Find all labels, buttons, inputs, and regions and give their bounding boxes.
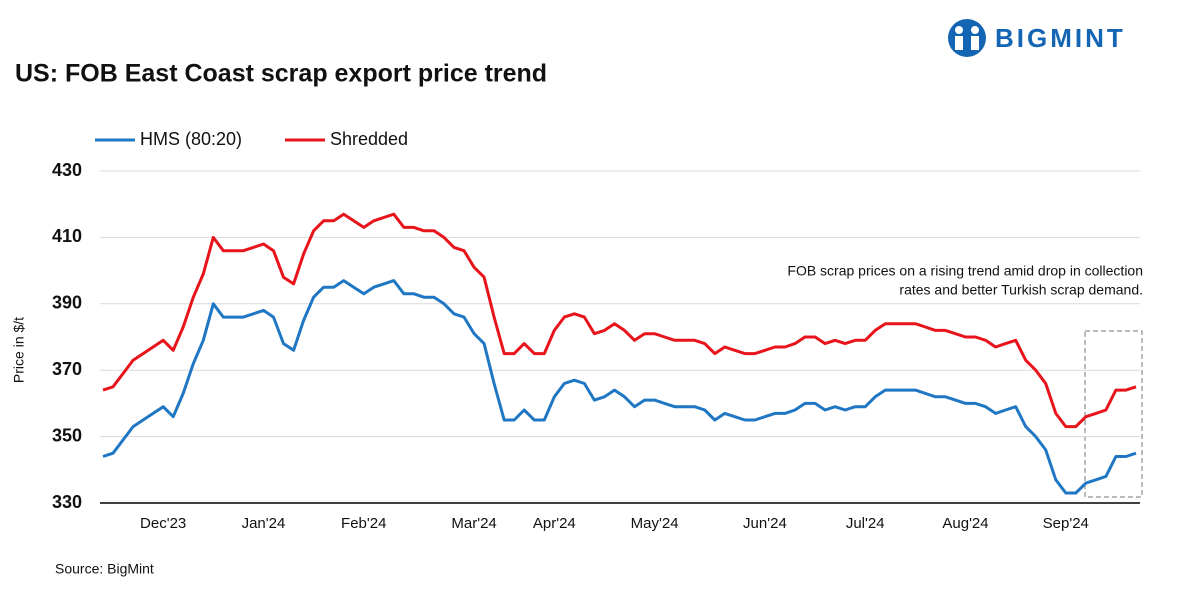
logo-icon xyxy=(948,19,986,57)
x-tick-label: Aug'24 xyxy=(942,515,988,532)
chart-title: US: FOB East Coast scrap export price tr… xyxy=(15,60,547,88)
x-tick-label: Sep'24 xyxy=(1043,515,1089,532)
x-tick-label: Jun'24 xyxy=(743,515,787,532)
logo: BIGMINT xyxy=(995,23,1126,53)
x-tick-label: Dec'23 xyxy=(140,515,186,532)
x-tick-label: Mar'24 xyxy=(451,515,496,532)
x-tick-label: Feb'24 xyxy=(341,515,386,532)
x-tick-label: Apr'24 xyxy=(533,515,576,532)
y-tick-label: 390 xyxy=(52,293,82,313)
x-tick-label: Jul'24 xyxy=(846,515,885,532)
highlight-box xyxy=(1084,330,1143,498)
y-tick-label: 330 xyxy=(52,492,82,512)
line xyxy=(102,279,1137,495)
y-tick-label: 430 xyxy=(52,160,82,180)
source: Source: BigMint xyxy=(55,561,154,577)
y-tick-label: 350 xyxy=(52,425,82,445)
line xyxy=(102,212,1137,429)
y-tick-label: 370 xyxy=(52,359,82,379)
legend-label: HMS (80:20) xyxy=(140,129,242,149)
legend-label: Shredded xyxy=(330,129,408,149)
y-axis-label: Price in $/t xyxy=(11,317,27,383)
x-tick-label: Jan'24 xyxy=(242,515,286,532)
y-tick-label: 410 xyxy=(52,226,82,246)
annotation: FOB scrap prices on a rising trend amid … xyxy=(787,263,1143,279)
x-tick-label: May'24 xyxy=(631,515,679,532)
annotation: rates and better Turkish scrap demand. xyxy=(899,282,1143,298)
